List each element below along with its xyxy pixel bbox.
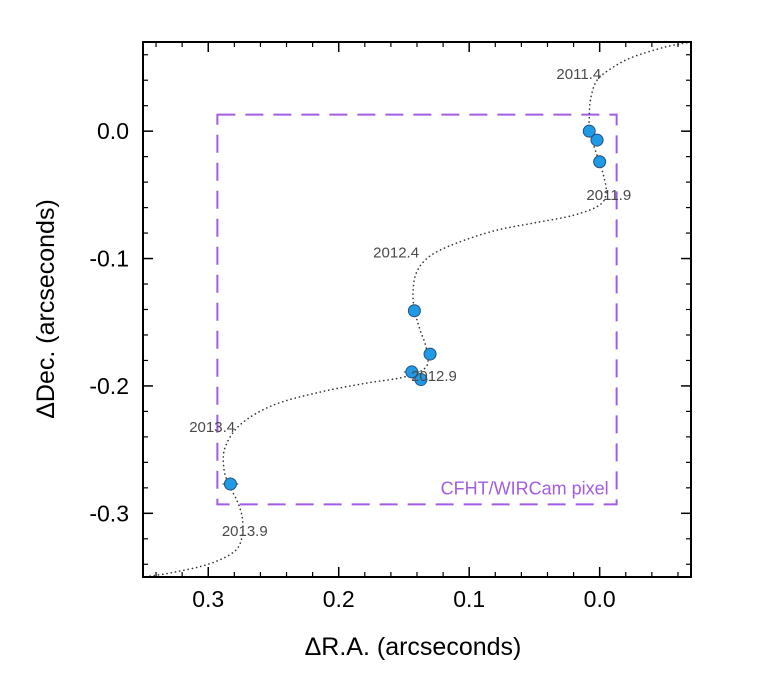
epoch-label-1: 2011.4 (556, 66, 601, 83)
y-axis-label: ΔDec. (arcseconds) (32, 199, 60, 419)
y-tick-label-1: 0.0 (97, 118, 129, 144)
x-tick-label-4: 0.0 (584, 586, 616, 612)
data-point-2 (590, 133, 604, 147)
epoch-label-6: 2013.9 (222, 523, 268, 540)
y-tick-label-3: -0.2 (89, 373, 129, 399)
data-point-3 (593, 155, 607, 169)
data-point-marker (414, 373, 428, 387)
data-point-marker (590, 133, 604, 147)
data-point-7 (414, 373, 428, 387)
ticks-layer: 0.3 0.2 0.1 0.0 0.0 -0.1 -0.2 -0.3 (89, 42, 691, 612)
pixel-box-layer: CFHT/WIRCam pixel (216, 113, 618, 506)
data-point-marker (407, 304, 421, 318)
epoch-label-3: 2012.4 (373, 244, 419, 261)
data-point-marker (423, 347, 437, 361)
epoch-label-2: 2011.9 (586, 187, 631, 204)
epoch-label-5: 2013.4 (189, 419, 235, 436)
data-point-marker (223, 477, 237, 491)
pixel-box (216, 113, 618, 506)
data-points-layer (222, 124, 607, 491)
y-tick-label-2: -0.1 (89, 246, 129, 272)
data-point-1 (582, 124, 596, 138)
x-tick-label-3: 0.1 (453, 586, 485, 612)
epoch-label-4: 2012.9 (411, 368, 457, 385)
y-tick-label-4: -0.3 (89, 500, 129, 526)
x-tick-label-1: 0.3 (192, 586, 224, 612)
x-tick-label-2: 0.2 (323, 586, 355, 612)
data-point-5 (423, 347, 437, 361)
data-point-8 (222, 477, 239, 491)
data-point-marker (593, 155, 607, 169)
orbit-track (143, 42, 691, 577)
pixel-box-label: CFHT/WIRCam pixel (441, 478, 609, 498)
data-point-6 (403, 365, 420, 379)
data-point-4 (407, 304, 421, 318)
data-point-marker (405, 365, 419, 379)
x-axis-label: ΔR.A. (arcseconds) (305, 633, 522, 661)
orbit-track-layer (143, 42, 691, 577)
epoch-labels-layer: 2011.4 2011.9 2012.4 2012.9 2013.4 2013.9 (189, 66, 631, 540)
data-point-marker (582, 124, 596, 138)
